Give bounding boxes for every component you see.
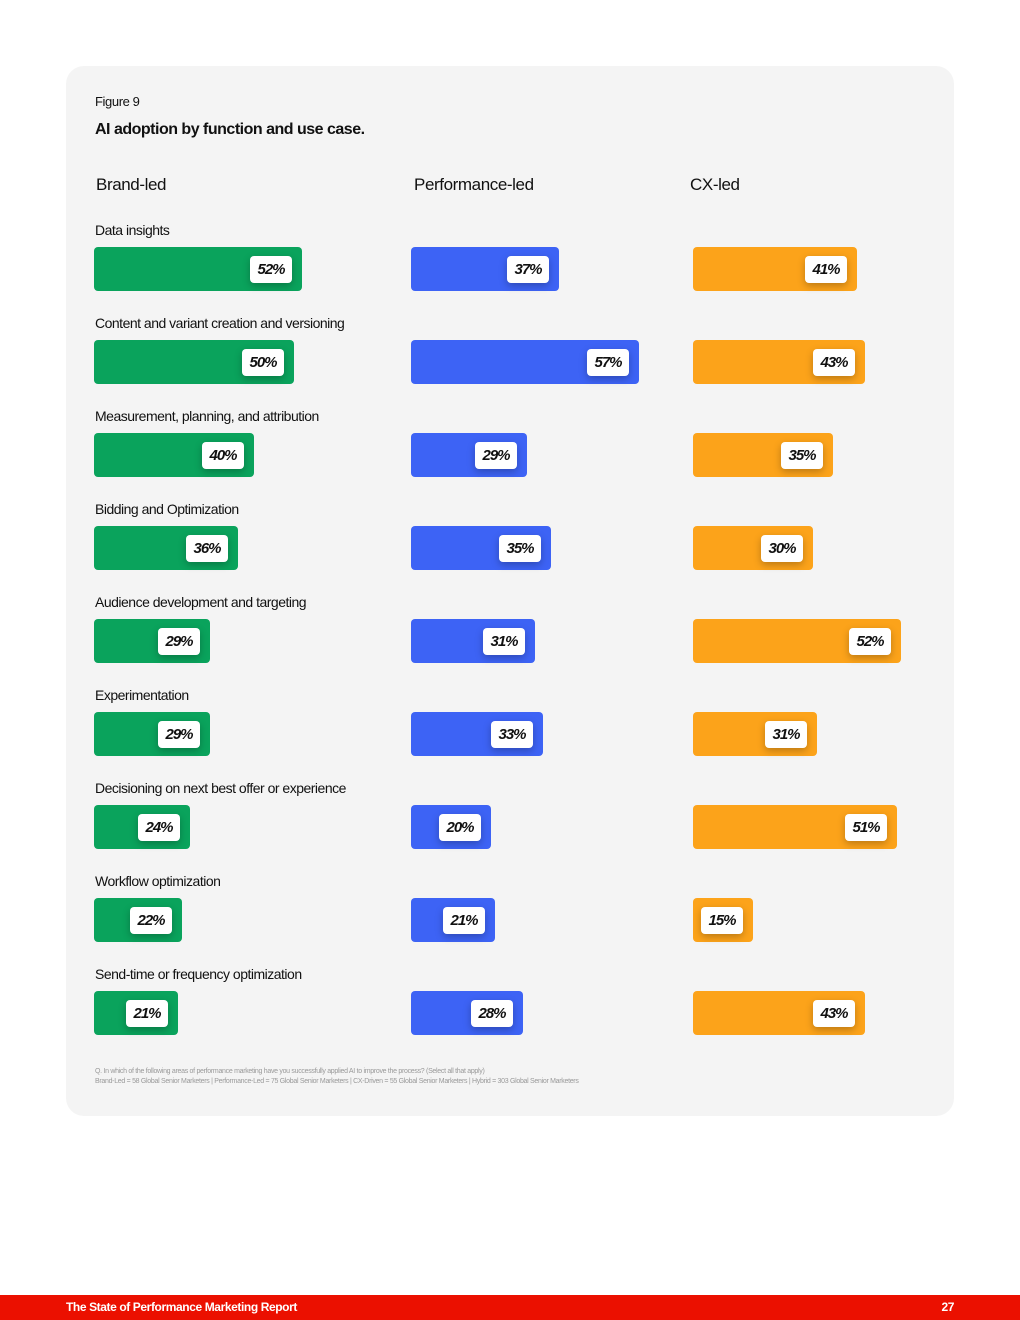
data-label: 57% [587,349,629,376]
bar: 29% [94,619,210,663]
category-label: Measurement, planning, and attribution [95,408,319,424]
bar: 33% [411,712,543,756]
data-label: 21% [443,907,485,934]
bar: 41% [693,247,857,291]
data-label: 15% [701,907,743,934]
bar: 22% [94,898,182,942]
bar: 29% [94,712,210,756]
series-header: CX-led [690,175,740,194]
data-label: 30% [761,535,803,562]
series-header: Brand-led [96,175,167,194]
data-label: 40% [202,442,244,469]
page-number: 27 [941,1300,954,1314]
footnote-question: Q. In which of the following areas of pe… [95,1068,485,1075]
category-label: Bidding and Optimization [95,501,239,517]
data-label: 21% [126,1000,168,1027]
chart-title: AI adoption by function and use case. [95,121,365,138]
bar: 31% [693,712,817,756]
bar: 40% [94,433,254,477]
figure-label: Figure 9 [95,94,140,109]
data-label: 43% [813,349,855,376]
bar: 36% [94,526,238,570]
data-label: 29% [475,442,517,469]
bar: 57% [411,340,639,384]
data-label: 29% [158,628,200,655]
bar: 52% [94,247,302,291]
data-label: 33% [491,721,533,748]
data-label: 36% [186,535,228,562]
data-label: 35% [781,442,823,469]
bar: 31% [411,619,535,663]
bar: 37% [411,247,559,291]
bar: 50% [94,340,294,384]
data-label: 20% [439,814,481,841]
bar: 20% [411,805,491,849]
category-label: Send-time or frequency optimization [95,966,302,982]
data-label: 51% [845,814,887,841]
bar: 28% [411,991,523,1035]
report-title: The State of Performance Marketing Repor… [66,1300,297,1314]
data-label: 28% [471,1000,513,1027]
data-label: 35% [499,535,541,562]
category-label: Audience development and targeting [95,594,307,610]
series-header: Performance-led [414,175,534,194]
category-label: Experimentation [95,687,189,703]
figure-card [66,66,954,1116]
bar: 51% [693,805,897,849]
data-label: 31% [765,721,807,748]
bar: 30% [693,526,813,570]
footnote-sample: Brand-Led = 58 Global Senior Marketers |… [95,1078,579,1085]
bar: 35% [411,526,551,570]
data-label: 37% [507,256,549,283]
category-label: Data insights [95,222,170,238]
data-label: 41% [805,256,847,283]
bar: 43% [693,991,865,1035]
bar: 21% [411,898,495,942]
category-label: Workflow optimization [95,873,221,889]
bar: 35% [693,433,833,477]
data-label: 52% [849,628,891,655]
bar: 24% [94,805,190,849]
page-footer: The State of Performance Marketing Repor… [0,1295,1020,1320]
data-label: 43% [813,1000,855,1027]
bar: 29% [411,433,527,477]
data-label: 29% [158,721,200,748]
bar: 15% [693,898,753,942]
category-label: Content and variant creation and version… [95,315,345,331]
bar: 21% [94,991,178,1035]
data-label: 31% [483,628,525,655]
data-label: 24% [138,814,180,841]
data-label: 52% [250,256,292,283]
data-label: 50% [242,349,284,376]
bar: 52% [693,619,901,663]
data-label: 22% [130,907,172,934]
bar: 43% [693,340,865,384]
category-label: Decisioning on next best offer or experi… [95,780,346,796]
